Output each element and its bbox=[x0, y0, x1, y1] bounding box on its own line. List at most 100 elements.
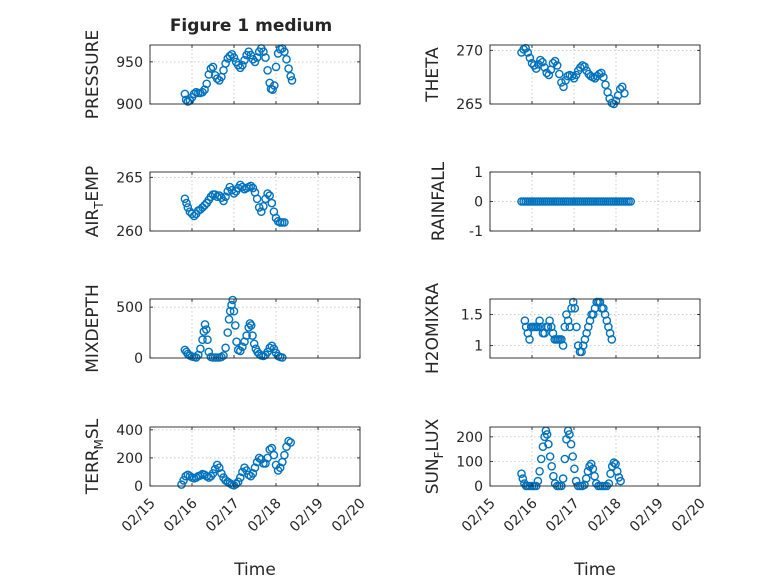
data-point bbox=[221, 59, 230, 68]
data-point bbox=[225, 51, 235, 61]
subplot-4: -1 0 1 RAINFALL bbox=[429, 161, 701, 241]
data-point bbox=[244, 470, 253, 480]
data-point bbox=[604, 479, 614, 488]
data-point bbox=[555, 69, 564, 79]
data-point bbox=[609, 458, 619, 467]
y-tick-label: 400 bbox=[116, 423, 143, 439]
subplot-6: 1 1.5 H2OMIXRA bbox=[423, 283, 701, 374]
data-point bbox=[540, 432, 549, 442]
y-tick-label: 100 bbox=[456, 454, 483, 470]
data-point bbox=[280, 218, 289, 227]
data-point bbox=[206, 64, 216, 73]
data-point bbox=[566, 439, 576, 449]
data-point bbox=[275, 463, 285, 473]
data-point bbox=[607, 335, 617, 344]
data-point bbox=[208, 469, 218, 478]
data-point bbox=[254, 203, 264, 212]
data-point bbox=[271, 62, 281, 72]
data-point bbox=[233, 60, 243, 70]
data-point bbox=[547, 461, 557, 471]
data-point bbox=[542, 430, 552, 439]
data-point bbox=[221, 192, 230, 201]
data-point bbox=[567, 71, 577, 81]
data-point bbox=[527, 58, 537, 68]
data-point bbox=[268, 85, 277, 94]
axes-background bbox=[490, 299, 700, 358]
data-point bbox=[544, 70, 554, 80]
x-tick-label: 02/15 bbox=[119, 495, 159, 535]
data-point bbox=[238, 342, 247, 352]
y-axis-label: MIXDEPTH bbox=[83, 284, 103, 373]
data-point bbox=[246, 181, 256, 191]
y-axis-label: PRESSURE bbox=[83, 30, 103, 119]
data-point bbox=[265, 343, 275, 353]
x-tick-label: 02/20 bbox=[669, 495, 709, 535]
x-tick-label: 02/17 bbox=[543, 495, 583, 535]
data-point bbox=[242, 331, 251, 340]
data-point bbox=[570, 303, 580, 313]
data-point bbox=[204, 347, 214, 357]
data-point bbox=[599, 72, 608, 82]
data-point bbox=[254, 349, 264, 359]
x-tick-label: 02/18 bbox=[585, 495, 625, 535]
data-point bbox=[225, 478, 235, 488]
y-tick-label: 0 bbox=[134, 479, 143, 495]
x-tick-label: 02/20 bbox=[329, 495, 369, 535]
axes-box bbox=[149, 171, 361, 232]
data-point bbox=[261, 459, 270, 468]
data-point bbox=[565, 430, 574, 439]
x-axis-label: Time bbox=[573, 560, 616, 580]
axes-box bbox=[489, 426, 701, 487]
y-tick-label: 265 bbox=[456, 97, 483, 113]
data-point bbox=[248, 183, 258, 193]
data-point bbox=[248, 331, 257, 340]
data-point bbox=[571, 70, 581, 80]
x-tick-label: 02/17 bbox=[203, 495, 243, 535]
data-point bbox=[558, 341, 568, 350]
data-point bbox=[601, 80, 610, 89]
data-point bbox=[287, 76, 297, 85]
data-point bbox=[545, 452, 555, 461]
data-point bbox=[198, 335, 207, 345]
data-point bbox=[235, 63, 245, 73]
axes-box bbox=[149, 298, 361, 359]
data-point bbox=[256, 207, 266, 216]
data-point bbox=[235, 473, 245, 482]
data-point bbox=[265, 445, 275, 454]
data-point bbox=[219, 196, 228, 206]
data-point bbox=[238, 182, 247, 192]
data-point bbox=[254, 453, 264, 463]
data-point bbox=[212, 74, 222, 83]
y-tick-label: 1 bbox=[474, 339, 483, 355]
y-tick-label: 0 bbox=[474, 195, 483, 211]
data-point bbox=[203, 335, 212, 345]
axes-box bbox=[149, 426, 361, 487]
x-tick-label: 02/16 bbox=[161, 495, 201, 535]
subplot-grid: 900 950 PRESSURE 265 270 THETA 260 265 AIRTEMP -1… bbox=[83, 30, 709, 580]
data-point bbox=[219, 351, 228, 360]
data-point bbox=[217, 469, 226, 478]
data-point bbox=[561, 76, 570, 85]
data-point bbox=[189, 89, 199, 99]
data-point bbox=[261, 53, 270, 62]
data-point bbox=[269, 81, 279, 90]
data-point bbox=[223, 328, 232, 337]
data-point bbox=[259, 201, 268, 211]
data-point bbox=[248, 55, 258, 64]
x-tick-label: 02/19 bbox=[627, 495, 667, 535]
data-point bbox=[229, 306, 239, 316]
data-point bbox=[580, 62, 589, 71]
data-point bbox=[182, 198, 191, 208]
y-axis-label: TERRMSL bbox=[83, 418, 106, 495]
data-point bbox=[233, 477, 243, 487]
data-point bbox=[536, 55, 545, 65]
axes-box bbox=[489, 298, 701, 359]
data-point bbox=[244, 323, 253, 332]
data-point bbox=[252, 194, 262, 204]
data-point bbox=[620, 89, 629, 98]
y-axis-label: AIRTEMP bbox=[83, 166, 106, 237]
data-point bbox=[520, 316, 530, 326]
y-tick-label: 1 bbox=[474, 165, 483, 181]
data-point bbox=[200, 320, 210, 329]
